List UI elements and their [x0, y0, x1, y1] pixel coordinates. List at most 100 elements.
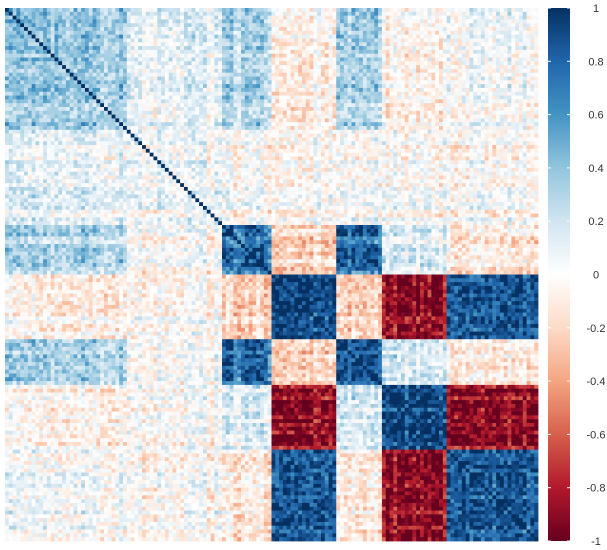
- heatmap-cell: [8, 11, 14, 17]
- heatmap-cell: [256, 106, 261, 112]
- heatmap-cell: [389, 76, 394, 81]
- heatmap-cell: [157, 76, 162, 81]
- heatmap-cell: [454, 27, 459, 32]
- heatmap-cell: [477, 57, 482, 62]
- heatmap-cell: [320, 84, 326, 89]
- heatmap-cell: [526, 118, 531, 123]
- heatmap-cell: [324, 61, 330, 66]
- heatmap-cell: [458, 72, 463, 77]
- heatmap-cell: [404, 133, 409, 138]
- heatmap-cell: [39, 84, 44, 89]
- heatmap-cell: [454, 68, 459, 74]
- heatmap-cell: [351, 91, 356, 96]
- heatmap-cell: [202, 46, 208, 51]
- heatmap-cell: [214, 80, 219, 85]
- heatmap-cell: [294, 53, 299, 58]
- heatmap-cell: [290, 80, 295, 85]
- heatmap-cell: [286, 80, 291, 85]
- heatmap-cell: [5, 27, 10, 32]
- heatmap-cell: [107, 57, 112, 62]
- heatmap-cell: [412, 129, 417, 135]
- heatmap-cell: [507, 91, 512, 96]
- heatmap-cell: [465, 106, 470, 112]
- heatmap-cell: [12, 106, 17, 112]
- heatmap-cell: [96, 106, 101, 112]
- heatmap-cell: [416, 8, 421, 13]
- heatmap-cell: [69, 65, 74, 70]
- heatmap-cell: [157, 126, 162, 131]
- heatmap-cell: [412, 110, 417, 115]
- heatmap-cell: [496, 99, 501, 104]
- heatmap-cell: [362, 49, 368, 55]
- heatmap-cell: [81, 49, 86, 55]
- heatmap-cell: [225, 11, 231, 17]
- heatmap-cell: [252, 126, 257, 131]
- heatmap-cell: [62, 27, 67, 32]
- heatmap-cell: [244, 103, 250, 108]
- heatmap-cell: [115, 80, 120, 85]
- heatmap-cell: [252, 19, 257, 24]
- heatmap-cell: [389, 99, 394, 104]
- heatmap-cell: [465, 133, 470, 138]
- heatmap-cell: [134, 84, 139, 89]
- heatmap-cell: [359, 110, 364, 115]
- heatmap-cell: [96, 95, 101, 100]
- heatmap-cell: [366, 72, 371, 77]
- heatmap-cell: [248, 110, 253, 115]
- heatmap-cell: [134, 76, 139, 81]
- heatmap-cell: [248, 84, 253, 89]
- heatmap-cell: [202, 122, 208, 127]
- heatmap-cell: [103, 46, 109, 51]
- heatmap-cell: [111, 72, 116, 77]
- heatmap-cell: [119, 91, 124, 96]
- heatmap-cell: [191, 95, 196, 100]
- heatmap-cell: [260, 27, 265, 32]
- heatmap-cell: [111, 23, 116, 28]
- heatmap-cell: [88, 42, 93, 47]
- heatmap-cell: [492, 61, 497, 66]
- heatmap-cell: [50, 84, 55, 89]
- heatmap-cell: [347, 84, 352, 89]
- heatmap-cell: [324, 23, 330, 28]
- heatmap-cell: [241, 27, 246, 32]
- heatmap-cell: [309, 103, 314, 108]
- heatmap-cell: [522, 23, 527, 28]
- heatmap-cell: [46, 42, 52, 47]
- heatmap-cell: [260, 42, 265, 47]
- heatmap-cell: [73, 72, 78, 77]
- heatmap-cell: [305, 61, 310, 66]
- heatmap-cell: [65, 106, 71, 112]
- heatmap-cell: [378, 15, 383, 20]
- heatmap-cell: [286, 72, 291, 77]
- heatmap-cell: [62, 103, 67, 108]
- heatmap-cell: [465, 122, 470, 127]
- heatmap-cell: [442, 76, 448, 81]
- heatmap-cell: [507, 114, 512, 119]
- heatmap-cell: [35, 106, 40, 112]
- heatmap-cell: [43, 114, 48, 119]
- heatmap-cell: [515, 30, 520, 36]
- heatmap-cell: [142, 49, 147, 55]
- heatmap-cell: [119, 87, 124, 93]
- heatmap-cell: [260, 122, 265, 127]
- heatmap-cell: [225, 49, 231, 55]
- heatmap-cell: [435, 106, 440, 112]
- heatmap-cell: [96, 34, 101, 39]
- heatmap-cell: [20, 118, 25, 123]
- heatmap-cell: [244, 19, 250, 24]
- heatmap-cell: [214, 72, 219, 77]
- heatmap-cell: [142, 15, 147, 20]
- heatmap-cell: [408, 46, 413, 51]
- heatmap-cell: [518, 8, 524, 13]
- heatmap-cell: [309, 99, 314, 104]
- heatmap-cell: [252, 23, 257, 28]
- heatmap-cell: [20, 19, 25, 24]
- heatmap-cell: [138, 118, 143, 123]
- heatmap-cell: [374, 106, 379, 112]
- heatmap-cell: [397, 129, 402, 135]
- heatmap-cell: [267, 106, 272, 112]
- heatmap-cell: [153, 38, 158, 43]
- heatmap-cell: [324, 133, 330, 138]
- heatmap-cell: [84, 57, 90, 62]
- heatmap-cell: [530, 61, 535, 66]
